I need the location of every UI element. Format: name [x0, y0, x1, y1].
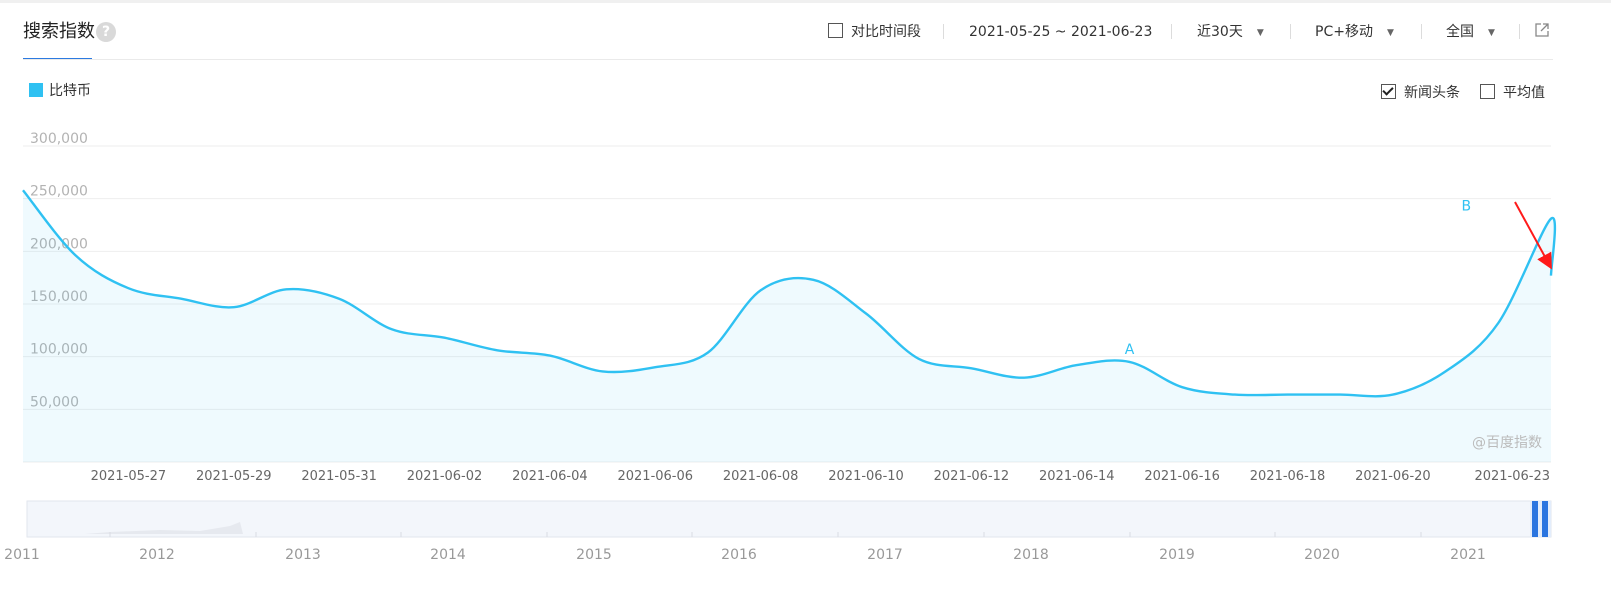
date-range-picker[interactable]: 2021-05-25 ~ 2021-06-23: [969, 22, 1152, 42]
compare-period-checkbox[interactable]: 对比时间段: [828, 22, 921, 42]
navigator-left-handle[interactable]: [1532, 501, 1538, 537]
navigator-right-handle[interactable]: [1542, 501, 1548, 537]
device-value: PC+移动: [1315, 24, 1373, 40]
x-tick-label: 2021-06-02: [407, 469, 483, 484]
region-value: 全国: [1446, 24, 1474, 40]
navigator-year-label: 2016: [721, 547, 757, 563]
grid-lines: [23, 145, 1551, 463]
header-divider: [23, 59, 1553, 60]
caret-down-icon: ▼: [1488, 28, 1495, 38]
y-tick-label: 250,000: [30, 184, 88, 200]
legend[interactable]: 比特币: [29, 82, 91, 100]
x-tick-label: 2021-06-12: [934, 469, 1010, 484]
navigator-sparkline: [85, 522, 243, 534]
period-value: 近30天: [1197, 24, 1243, 40]
page-title: 搜索指数: [23, 21, 95, 42]
device-select[interactable]: PC+移动 ▼: [1315, 22, 1394, 43]
caret-down-icon: ▼: [1386, 28, 1394, 38]
navigator-year-label: 2015: [576, 547, 612, 563]
x-tick-label: 2021-06-08: [723, 469, 799, 484]
divider: [1290, 24, 1291, 39]
region-select[interactable]: 全国 ▼: [1446, 22, 1495, 43]
top-border: [0, 0, 1611, 3]
news-headline-checkbox[interactable]: 新闻头条: [1381, 84, 1460, 102]
y-axis-ticks: 50,000 100,000 150,000 200,000 250,000 300,00…: [30, 131, 88, 410]
x-tick-label: 2021-06-04: [512, 469, 588, 484]
tab-search-index[interactable]: 搜索指数: [23, 14, 95, 60]
question-circle-icon[interactable]: ?: [96, 22, 116, 42]
x-axis-ticks: 2021-05-27 2021-05-29 2021-05-31 2021-06-02…: [91, 469, 1550, 484]
date-range-value: 2021-05-25 ~ 2021-06-23: [969, 24, 1153, 40]
y-tick-label: 100,000: [30, 342, 88, 358]
compare-period-label: 对比时间段: [851, 24, 921, 40]
x-tick-label: 2021-05-29: [196, 469, 272, 484]
divider: [943, 24, 944, 39]
x-tick-label: 2021-06-20: [1355, 469, 1431, 484]
x-tick-label: 2021-06-10: [828, 469, 904, 484]
period-select[interactable]: 近30天 ▼: [1197, 22, 1264, 43]
average-checkbox[interactable]: 平均值: [1480, 84, 1545, 102]
y-tick-label: 150,000: [30, 289, 88, 305]
divider: [1171, 24, 1172, 39]
series-area: [23, 190, 1555, 462]
watermark: @百度指数: [1472, 435, 1542, 451]
legend-swatch: [29, 83, 43, 97]
navigator-year-label: 2019: [1159, 547, 1195, 563]
x-tick-label: 2021-06-14: [1039, 469, 1115, 484]
x-tick-label: 2021-05-27: [91, 469, 167, 484]
caret-down-icon: ▼: [1256, 28, 1264, 38]
navigator-track: [26, 500, 1552, 538]
divider: [1519, 24, 1520, 39]
navigator-year-label: 2018: [1013, 547, 1049, 563]
x-tick-label: 2021-06-18: [1250, 469, 1326, 484]
search-index-chart: 50,000 100,000 150,000 200,000 250,000 300,00…: [22, 131, 1557, 484]
navigator-year-label: 2014: [430, 547, 466, 563]
chart-header: 搜索指数 ? 对比时间段 2021-05-25 ~ 2021-06-23 近30…: [0, 0, 1611, 60]
timeline-navigator[interactable]: 2011 2012 2013 2014 2015 2016 2017 2018 2019 2020…: [0, 496, 1611, 566]
annotation-marker-b: B: [1462, 199, 1472, 215]
y-tick-label: 200,000: [30, 236, 88, 252]
checkbox-icon: [828, 23, 843, 38]
checkbox-checked-icon: [1381, 84, 1396, 99]
annotations: AB: [1125, 199, 1471, 358]
navigator-year-label: 2013: [285, 547, 321, 563]
trend-arrow: [1514, 201, 1552, 270]
navigator-year-label: 2011: [4, 547, 40, 563]
divider: [1421, 24, 1422, 39]
annotation-marker-a: A: [1125, 342, 1135, 358]
checkbox-icon: [1480, 84, 1495, 99]
navigator-year-label: 2017: [867, 547, 903, 563]
navigator-year-label: 2020: [1304, 547, 1340, 563]
external-link-icon[interactable]: [1534, 22, 1550, 38]
x-tick-label: 2021-06-06: [617, 469, 693, 484]
series-line: [22, 189, 1557, 398]
x-tick-label: 2021-06-23: [1474, 469, 1550, 484]
x-tick-label: 2021-06-16: [1144, 469, 1220, 484]
legend-label: 比特币: [49, 83, 91, 99]
average-label: 平均值: [1503, 85, 1545, 101]
y-tick-label: 300,000: [30, 131, 88, 147]
navigator-year-labels: 2011 2012 2013 2014 2015 2016 2017 2018 2019 2020…: [4, 532, 1486, 563]
x-tick-label: 2021-05-31: [301, 469, 377, 484]
navigator-year-label: 2012: [139, 547, 175, 563]
y-tick-label: 50,000: [30, 394, 79, 410]
navigator-year-label: 2021: [1450, 547, 1486, 563]
news-headline-label: 新闻头条: [1404, 85, 1460, 101]
